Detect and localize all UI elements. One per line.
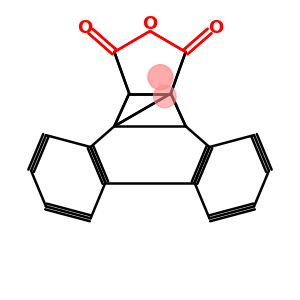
Text: O: O [208,19,223,37]
Circle shape [148,65,173,90]
Text: O: O [77,19,92,37]
Text: O: O [142,15,158,33]
Circle shape [154,85,176,108]
